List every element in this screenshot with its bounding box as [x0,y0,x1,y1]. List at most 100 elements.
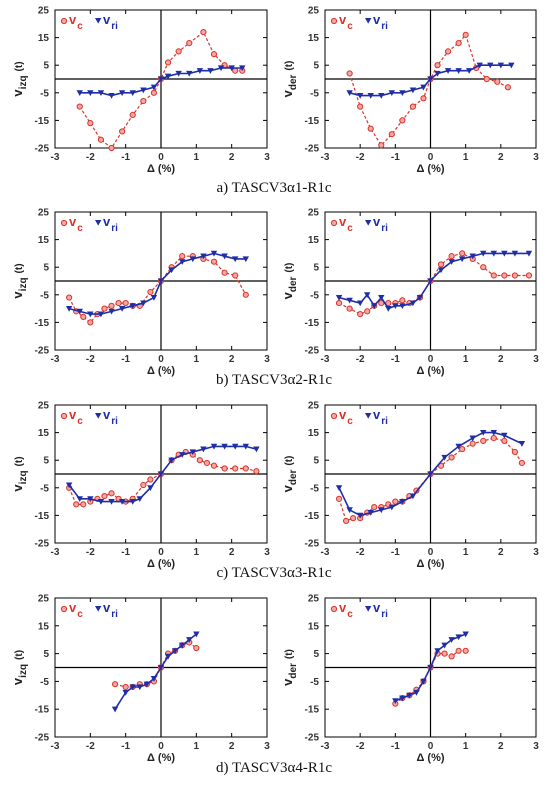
series-vc-point [448,253,455,260]
x-tick-label: 0 [428,152,434,163]
x-tick-label: -3 [321,741,330,752]
y-axis-label-sub: izq [18,664,29,678]
legend-vri-label: vri [103,407,118,427]
series-vc-line [338,437,523,522]
series-vri-point [388,504,396,511]
legend-label-main: v [339,12,347,27]
x-tick-label: 1 [194,354,200,365]
series-vri-point [179,452,186,458]
series-vc-point [122,299,129,307]
y-tick-label: -15 [305,511,320,522]
legend-vri-label: vri [103,12,118,32]
legend-label-main: v [339,214,347,229]
series-vri-point [87,496,94,503]
legend-label-main: v [373,12,381,27]
series-vri-point [175,70,182,77]
x-tick-label: 2 [498,152,504,163]
series-vri-point [388,90,396,96]
y-axis-label-unit: (t) [14,456,25,466]
y-tick-label: -25 [305,539,320,550]
series-vc-point [455,40,462,47]
series-vri-point [97,311,105,318]
x-tick-label: 2 [229,152,235,163]
y-axis-label-unit: (t) [14,61,25,71]
x-tick-label: 1 [463,354,469,365]
series-vc-point [367,125,374,132]
legend-vri-label: vri [373,407,388,427]
series-vri-point [392,698,399,705]
legend-label-main: v [373,407,381,422]
y-tick-label: 15 [38,235,50,246]
y-tick-label: -5 [40,677,49,688]
x-tick-label: -1 [391,152,400,163]
series-vc-line [79,31,243,149]
series-vri-point [455,68,462,74]
series-vri-point [490,430,497,436]
y-axis-label-main: v [280,484,295,492]
series-vc-point [399,117,406,124]
series-vc-point [335,495,343,502]
series-vri-point [458,256,466,263]
series-vc-point [346,305,353,312]
series-vri-point [232,256,239,263]
y-tick-label: 25 [38,401,50,412]
y-axis-label-sub: der [288,469,299,485]
legend-label-main: v [339,600,347,615]
series-vri-point [196,68,204,74]
y-tick-label: 5 [43,263,49,274]
series-vc-point [364,308,371,315]
y-axis-label: vizq (t) [10,263,29,298]
y-tick-label: -5 [40,290,49,301]
y-tick-label: 5 [313,263,319,274]
y-tick-label: 5 [43,456,49,467]
series-vri-point [157,278,165,285]
x-tick-label: 0 [158,741,164,752]
y-axis-label: vder (t) [280,456,299,493]
x-axis-label: Δ (%) [416,163,444,175]
series-vri-point [367,510,374,516]
y-axis-label-unit: (t) [14,263,25,273]
series-vc-point [357,103,364,110]
series-vri-point [242,443,249,450]
series-vri-point [346,90,353,96]
x-tick-label: -1 [391,741,400,752]
series-vri-point [441,642,448,649]
series-vc-point [371,504,378,511]
series-vri-point [427,278,434,285]
x-tick-label: -1 [121,354,130,365]
series-vc-point [480,437,487,444]
series-vri-point [356,300,364,307]
series-vc-point [175,48,182,55]
series-vc-point [346,70,353,77]
series-vc-point [200,28,207,36]
series-vri-point [508,62,515,69]
series-vc-point [66,294,73,301]
series-vc-point [455,647,462,654]
series-vc-point [242,291,249,298]
x-tick-label: -1 [121,741,130,752]
series-vc-point [392,498,399,505]
y-tick-label: 5 [43,649,49,660]
y-tick-label: 25 [38,208,50,219]
series-vri-point [476,62,483,69]
series-vc-point [221,269,228,276]
series-vri-point [210,250,218,257]
series-vri-point [76,308,83,315]
x-tick-label: 1 [463,741,469,752]
series-vri-point [140,87,147,94]
y-tick-label: 25 [38,6,50,17]
y-axis-label-sub: izq [18,277,29,291]
series-vc-point [501,437,508,444]
y-axis-label-sub: der [288,663,299,679]
y-tick-label: -25 [35,539,50,550]
series-vc-point [210,258,218,265]
series-vri-point [87,311,94,318]
series-vri-point [356,92,364,99]
y-tick-label: 25 [308,594,320,605]
series-vri-point [200,446,207,453]
series-vri-point [143,681,151,688]
y-tick-label: 15 [308,428,320,439]
series-vc-point [437,261,445,268]
series-vc-point [164,59,172,66]
